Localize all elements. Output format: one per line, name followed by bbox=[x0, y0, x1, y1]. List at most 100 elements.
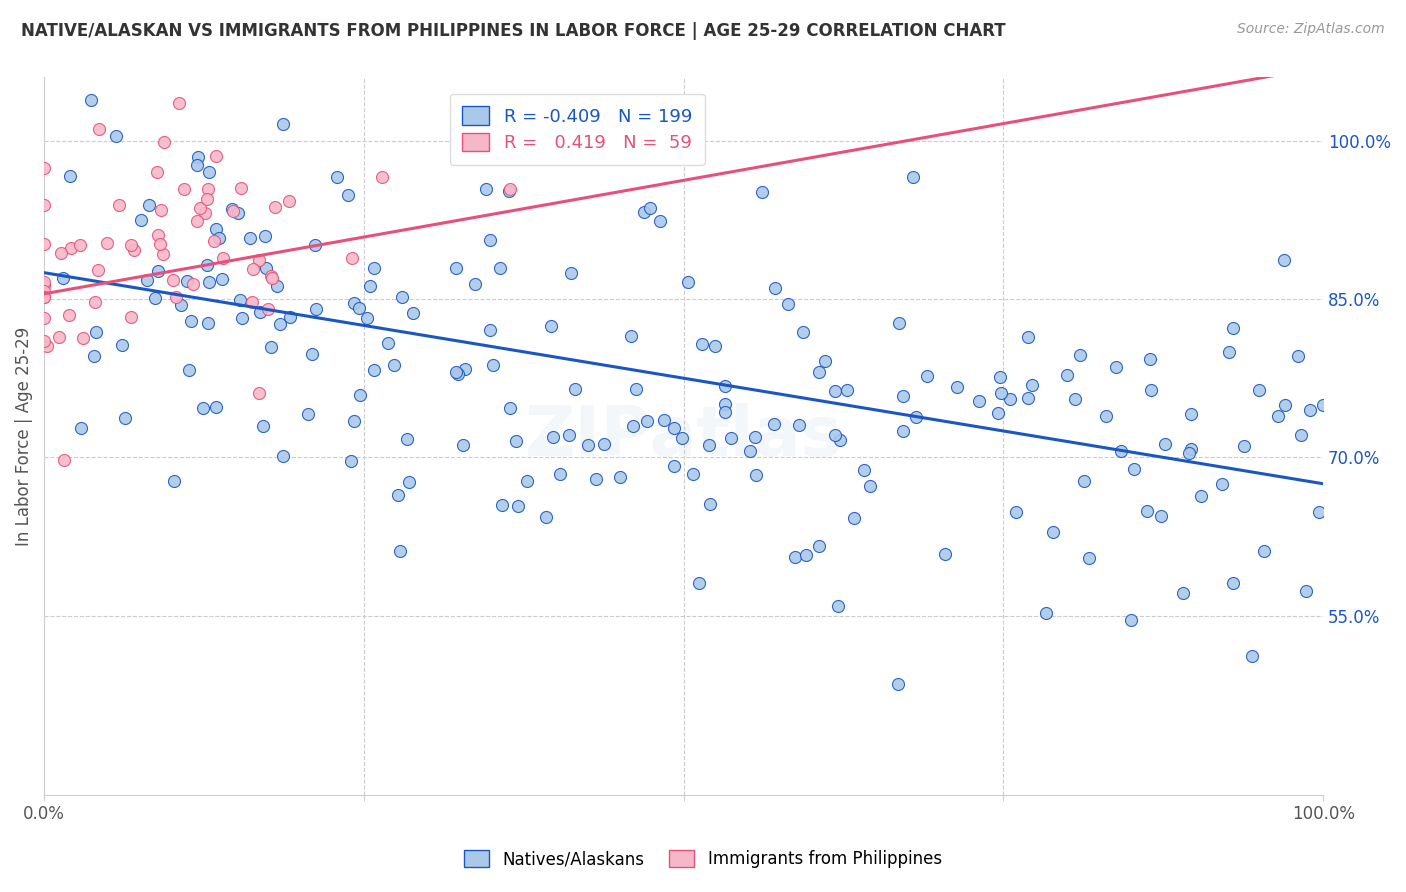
Point bbox=[453, 361, 475, 376]
Point bbox=[229, 181, 252, 195]
Point bbox=[111, 338, 134, 352]
Point bbox=[891, 388, 914, 402]
Point bbox=[1274, 398, 1296, 412]
Point bbox=[247, 252, 270, 267]
Point bbox=[990, 385, 1012, 400]
Point bbox=[205, 400, 228, 414]
Point bbox=[253, 228, 276, 243]
Point bbox=[32, 161, 55, 176]
Point bbox=[195, 258, 218, 272]
Point bbox=[32, 285, 55, 299]
Point bbox=[636, 414, 658, 428]
Point bbox=[887, 677, 910, 691]
Point bbox=[664, 421, 686, 435]
Point bbox=[382, 358, 405, 372]
Point bbox=[499, 182, 522, 196]
Point bbox=[1312, 399, 1334, 413]
Point bbox=[891, 424, 914, 438]
Point bbox=[297, 407, 319, 421]
Point bbox=[540, 319, 562, 334]
Point bbox=[1105, 359, 1128, 374]
Point bbox=[129, 213, 152, 227]
Point bbox=[1150, 508, 1173, 523]
Point bbox=[1222, 321, 1244, 335]
Point bbox=[305, 301, 328, 316]
Point bbox=[676, 275, 699, 289]
Point bbox=[479, 323, 502, 337]
Point bbox=[828, 433, 851, 447]
Point bbox=[1233, 439, 1256, 453]
Point bbox=[1180, 407, 1202, 421]
Point bbox=[1295, 584, 1317, 599]
Point bbox=[541, 429, 564, 443]
Point bbox=[794, 548, 817, 562]
Point bbox=[623, 419, 645, 434]
Point bbox=[1189, 489, 1212, 503]
Point bbox=[198, 275, 221, 289]
Point bbox=[198, 164, 221, 178]
Point bbox=[100, 7, 122, 21]
Point bbox=[264, 200, 287, 214]
Point bbox=[356, 310, 378, 325]
Point bbox=[1109, 443, 1132, 458]
Point bbox=[807, 365, 830, 379]
Point bbox=[163, 474, 186, 488]
Point bbox=[114, 410, 136, 425]
Point bbox=[146, 263, 169, 277]
Point bbox=[986, 406, 1008, 420]
Point bbox=[506, 499, 529, 513]
Point bbox=[278, 310, 301, 324]
Point bbox=[391, 290, 413, 304]
Point bbox=[363, 363, 385, 377]
Point bbox=[146, 165, 169, 179]
Point bbox=[444, 261, 467, 276]
Point bbox=[814, 354, 837, 368]
Point bbox=[475, 182, 498, 196]
Point bbox=[671, 431, 693, 445]
Point bbox=[558, 428, 581, 442]
Point bbox=[363, 260, 385, 275]
Point bbox=[998, 392, 1021, 407]
Point bbox=[1139, 351, 1161, 366]
Point bbox=[505, 434, 527, 448]
Point bbox=[605, 101, 627, 115]
Point bbox=[371, 170, 394, 185]
Point bbox=[387, 488, 409, 502]
Point bbox=[451, 438, 474, 452]
Point bbox=[396, 432, 419, 446]
Point bbox=[202, 234, 225, 248]
Point bbox=[176, 274, 198, 288]
Point bbox=[347, 301, 370, 315]
Point bbox=[231, 311, 253, 326]
Point bbox=[620, 329, 643, 343]
Point bbox=[32, 310, 55, 325]
Point bbox=[260, 268, 283, 283]
Point bbox=[783, 550, 806, 565]
Point bbox=[389, 544, 412, 558]
Point bbox=[204, 149, 226, 163]
Point bbox=[901, 169, 924, 184]
Point bbox=[738, 443, 761, 458]
Point bbox=[447, 368, 470, 382]
Point bbox=[58, 308, 80, 322]
Point bbox=[377, 335, 399, 350]
Point bbox=[273, 117, 295, 131]
Point bbox=[745, 467, 768, 482]
Point bbox=[640, 201, 662, 215]
Point bbox=[491, 498, 513, 512]
Point bbox=[304, 238, 326, 252]
Point bbox=[266, 279, 288, 293]
Point bbox=[120, 237, 142, 252]
Text: NATIVE/ALASKAN VS IMMIGRANTS FROM PHILIPPINES IN LABOR FORCE | AGE 25-29 CORRELA: NATIVE/ALASKAN VS IMMIGRANTS FROM PHILIP… bbox=[21, 22, 1005, 40]
Point bbox=[1123, 462, 1146, 476]
Point bbox=[180, 314, 202, 328]
Point bbox=[633, 204, 655, 219]
Point bbox=[204, 222, 226, 236]
Point bbox=[162, 273, 184, 287]
Point bbox=[247, 385, 270, 400]
Point bbox=[682, 467, 704, 481]
Point bbox=[1308, 504, 1330, 518]
Point bbox=[138, 197, 160, 211]
Text: ZIPatlas: ZIPatlas bbox=[524, 403, 842, 470]
Text: Source: ZipAtlas.com: Source: ZipAtlas.com bbox=[1237, 22, 1385, 37]
